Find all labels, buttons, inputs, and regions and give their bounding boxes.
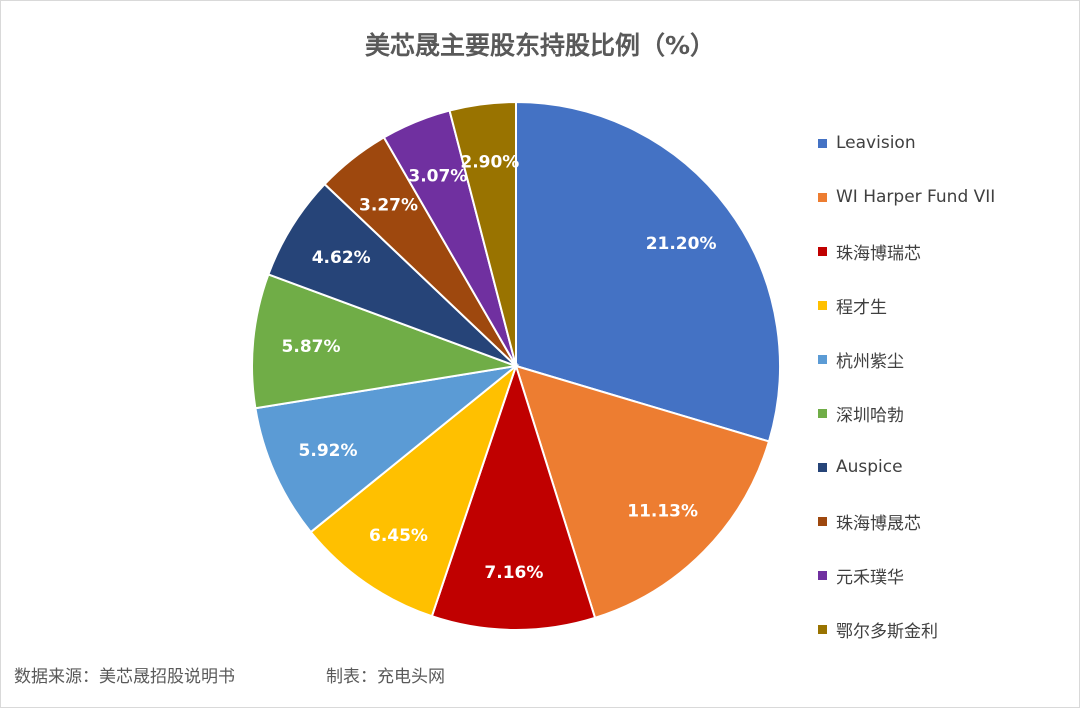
legend-swatch (818, 516, 827, 526)
legend-swatch (818, 570, 827, 580)
legend-label: 鄂尔多斯金利 (836, 621, 938, 642)
slice-data-label: 7.16% (484, 563, 543, 583)
legend-swatch (818, 462, 827, 472)
pie-slice (515, 100, 781, 443)
chart-title: 美芯晟主要股东持股比例（%） (364, 31, 716, 60)
pie-slice (448, 100, 517, 367)
legend-label: 珠海博晟芯 (836, 513, 921, 534)
legend-item: 元禾璞华 (818, 562, 904, 588)
slice-data-label: 3.27% (359, 195, 418, 215)
pie-slice (309, 363, 519, 618)
source-note: 数据来源：美芯晟招股说明书 (14, 667, 235, 687)
slice-data-label: 21.20% (646, 234, 717, 254)
slice-data-label: 5.87% (282, 337, 341, 357)
legend-label: Leavision (836, 133, 916, 153)
legend-swatch (818, 408, 827, 418)
pie-slice (251, 273, 520, 410)
legend-item: 珠海博晟芯 (818, 508, 921, 534)
legend-label: 元禾璞华 (836, 567, 904, 588)
slice-data-label: 3.07% (408, 166, 467, 186)
legend-item: 珠海博瑞芯 (818, 238, 921, 264)
pie-slice (430, 362, 597, 631)
legend-label: 深圳哈勃 (836, 405, 904, 426)
pie-slice (254, 364, 520, 534)
legend-swatch (818, 354, 827, 364)
slice-data-label: 2.90% (460, 153, 519, 173)
legend-label: WI Harper Fund VII (836, 187, 996, 207)
legend-swatch (818, 246, 827, 256)
legend-item: 杭州紫尘 (818, 346, 904, 372)
slice-data-label: 5.92% (299, 441, 358, 461)
slice-data-label: 11.13% (627, 502, 698, 522)
maker-note: 制表：充电头网 (326, 667, 445, 687)
legend-swatch (818, 624, 827, 634)
legend-label: 珠海博瑞芯 (836, 243, 921, 264)
legend-item: 程才生 (818, 292, 887, 318)
legend-label: Auspice (836, 457, 903, 477)
legend-item: WI Harper Fund VII (818, 184, 995, 210)
legend-swatch (818, 138, 827, 148)
legend-item: 深圳哈勃 (818, 400, 904, 426)
legend-swatch (818, 300, 827, 310)
legend-label: 程才生 (836, 297, 887, 318)
pie-slice (514, 364, 771, 620)
legend-swatch (818, 192, 827, 202)
slice-data-label: 6.45% (369, 526, 428, 546)
slice-data-label: 4.62% (312, 248, 371, 268)
legend-item: 鄂尔多斯金利 (818, 616, 938, 642)
legend-label: 杭州紫尘 (836, 351, 904, 372)
legend-item: Auspice (818, 454, 903, 480)
legend-item: Leavision (818, 130, 916, 156)
